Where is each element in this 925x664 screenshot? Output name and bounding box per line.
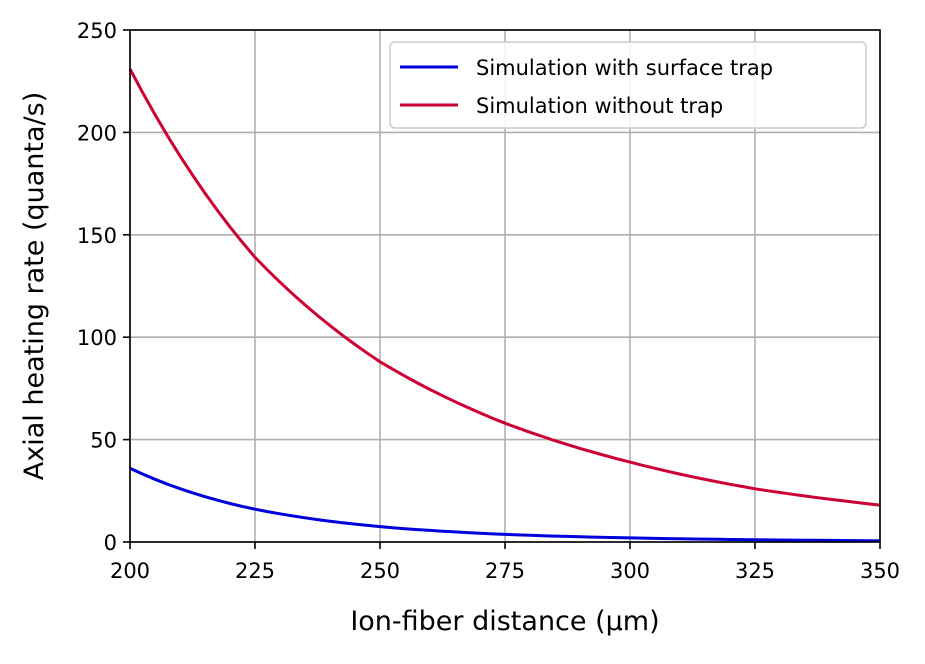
y-tick-label: 50	[90, 429, 117, 453]
legend-label: Simulation without trap	[476, 94, 723, 118]
x-tick-label: 225	[235, 559, 275, 583]
y-tick-label: 150	[77, 224, 117, 248]
y-axis-label: Axial heating rate (quanta/s)	[19, 92, 50, 480]
legend-label: Simulation with surface trap	[476, 56, 773, 80]
x-tick-label: 200	[110, 559, 150, 583]
x-tick-label: 250	[360, 559, 400, 583]
y-tick-label: 200	[77, 121, 117, 145]
x-axis-label: Ion-fiber distance (μm)	[350, 606, 659, 637]
legend: Simulation with surface trap Simulation w…	[389, 41, 867, 129]
series-line	[128, 68, 881, 507]
x-tick-label: 275	[485, 559, 525, 583]
y-tick-label: 250	[77, 19, 117, 43]
series-lines	[128, 68, 881, 543]
y-tick-label: 0	[104, 531, 117, 555]
legend-box	[389, 41, 867, 129]
x-tick-label: 300	[610, 559, 650, 583]
x-axis: 200 225 250 275 300 325 350	[110, 542, 900, 583]
series-line	[129, 466, 881, 543]
y-axis: 0 50 100 150 200 250	[77, 19, 130, 555]
x-tick-label: 325	[735, 559, 775, 583]
x-tick-label: 350	[860, 559, 900, 583]
y-tick-label: 100	[77, 326, 117, 350]
